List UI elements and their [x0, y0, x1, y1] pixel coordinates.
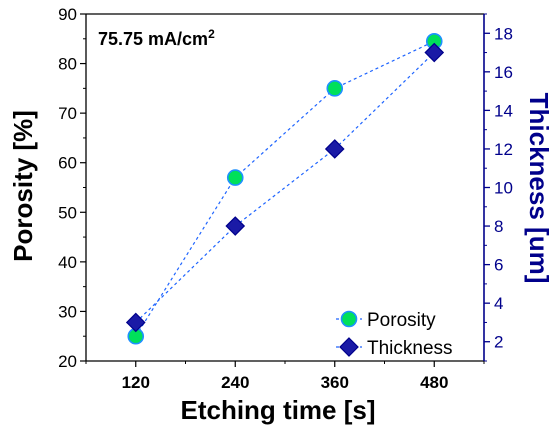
thickness-point	[424, 42, 445, 63]
y-left-tick-label: 30	[58, 302, 77, 321]
y-axis-title-right: Thickness [um]	[524, 93, 550, 284]
y-right-tick-label: 18	[494, 24, 513, 43]
legend: Porosity Thickness	[336, 310, 453, 359]
porosity-point	[326, 80, 344, 97]
thickness-point	[225, 216, 246, 236]
series-lines	[135, 40, 435, 337]
y-right-tick-label: 4	[494, 294, 503, 313]
x-tick-label: 120	[122, 373, 150, 392]
y-left-tick-label: 40	[58, 253, 77, 272]
plot-frame	[85, 13, 485, 362]
legend-thickness-marker	[339, 337, 359, 357]
x-tick-label: 360	[321, 373, 349, 392]
porosity-series-line	[135, 40, 435, 337]
y-axis-title-left: Porosity [%]	[8, 110, 38, 262]
y-left-tick-label: 90	[58, 5, 77, 24]
thickness-series-line	[135, 52, 435, 323]
porosity-point	[226, 169, 244, 186]
y-right-tick-label: 2	[494, 333, 503, 352]
x-tick-label: 480	[420, 373, 448, 392]
legend-label: Thickness	[367, 338, 453, 359]
annotation-text: 75.75 mA/cm2	[98, 27, 215, 49]
annotation-superscript: 2	[208, 27, 215, 41]
y-right-tick-label: 10	[494, 179, 513, 198]
y-left-tick-label: 60	[58, 154, 77, 173]
thickness-point	[324, 139, 345, 159]
y-right-tick-label: 12	[494, 140, 513, 159]
legend-label: Porosity	[367, 310, 436, 331]
thickness-point	[125, 312, 146, 333]
y-left-tick-label: 80	[58, 55, 77, 74]
y-left-tick-label: 50	[58, 203, 77, 222]
y-right-tick-label: 16	[494, 63, 513, 82]
y-right-tick-label: 6	[494, 256, 503, 275]
series-markers	[125, 32, 445, 345]
y-left-tick-label: 20	[58, 352, 77, 371]
legend-porosity-marker	[340, 310, 358, 328]
x-tick-label: 240	[221, 373, 249, 392]
y-left-tick-label: 70	[58, 104, 77, 123]
y-right-tick-label: 14	[494, 101, 513, 120]
y-right-tick-label: 8	[494, 217, 503, 236]
x-axis-title: Etching time [s]	[180, 395, 375, 425]
axis-ticks: 20 30 40 50 60 70 80 90 2 4 6 8 10 12 14 16 18 120 240 360 4…	[58, 5, 513, 392]
